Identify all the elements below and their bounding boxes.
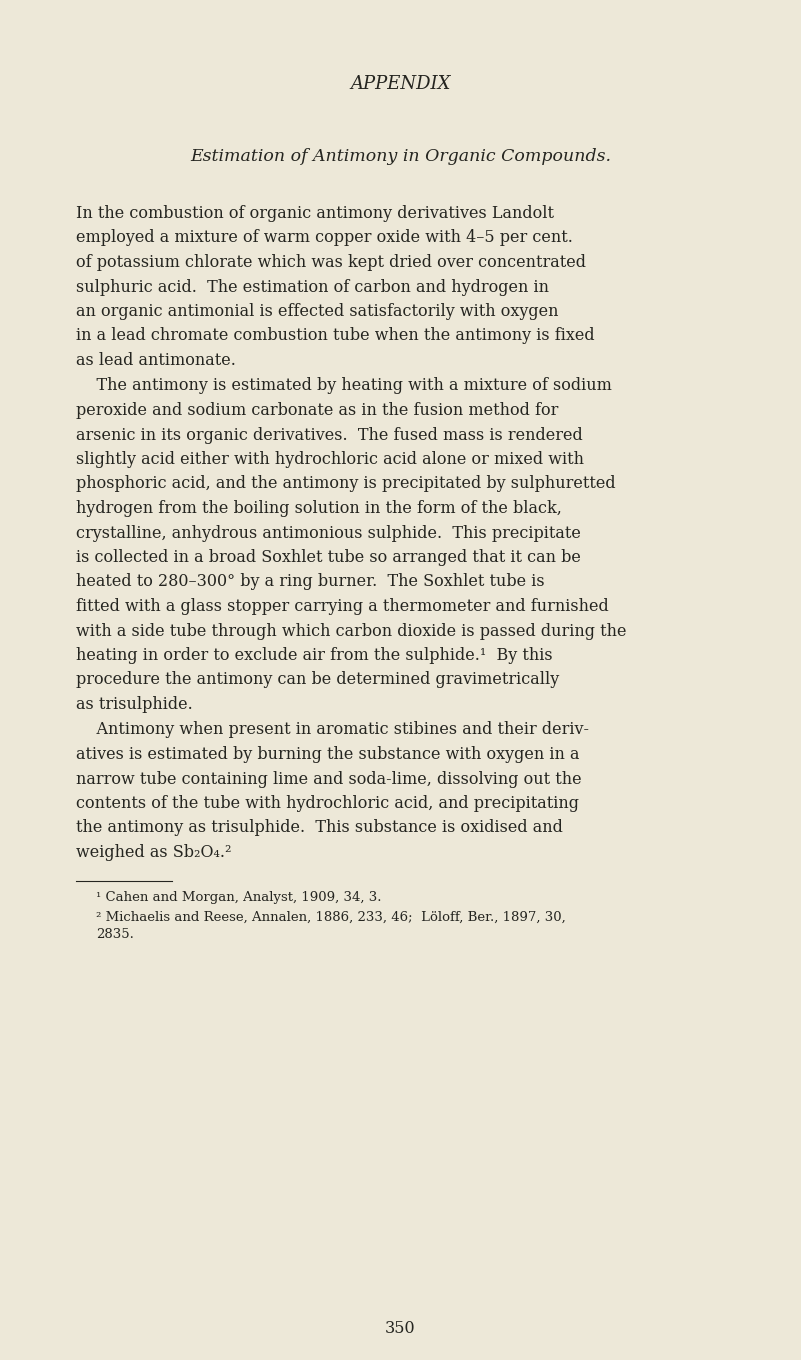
Text: 350: 350 [385, 1321, 416, 1337]
Text: weighed as Sb₂O₄.²: weighed as Sb₂O₄.² [76, 845, 231, 861]
Text: In the combustion of organic antimony derivatives Landolt: In the combustion of organic antimony de… [76, 205, 554, 222]
Text: heating in order to exclude air from the sulphide.¹  By this: heating in order to exclude air from the… [76, 647, 553, 664]
Text: as lead antimonate.: as lead antimonate. [76, 352, 236, 369]
Text: crystalline, anhydrous antimonious sulphide.  This precipitate: crystalline, anhydrous antimonious sulph… [76, 525, 581, 541]
Text: narrow tube containing lime and soda-lime, dissolving out the: narrow tube containing lime and soda-lim… [76, 771, 582, 787]
Text: ¹ Cahen and Morgan, Analyst, 1909, 34, 3.: ¹ Cahen and Morgan, Analyst, 1909, 34, 3… [96, 891, 381, 903]
Text: Antimony when present in aromatic stibines and their deriv-: Antimony when present in aromatic stibin… [76, 722, 589, 738]
Text: procedure the antimony can be determined gravimetrically: procedure the antimony can be determined… [76, 672, 559, 688]
Text: of potassium chlorate which was kept dried over concentrated: of potassium chlorate which was kept dri… [76, 254, 586, 271]
Text: sulphuric acid.  The estimation of carbon and hydrogen in: sulphuric acid. The estimation of carbon… [76, 279, 549, 295]
Text: is collected in a broad Soxhlet tube so arranged that it can be: is collected in a broad Soxhlet tube so … [76, 549, 581, 566]
Text: peroxide and sodium carbonate as in the fusion method for: peroxide and sodium carbonate as in the … [76, 403, 558, 419]
Text: APPENDIX: APPENDIX [350, 75, 451, 92]
Text: in a lead chromate combustion tube when the antimony is fixed: in a lead chromate combustion tube when … [76, 328, 594, 344]
Text: slightly acid either with hydrochloric acid alone or mixed with: slightly acid either with hydrochloric a… [76, 452, 584, 468]
Text: contents of the tube with hydrochloric acid, and precipitating: contents of the tube with hydrochloric a… [76, 796, 579, 812]
Text: an organic antimonial is effected satisfactorily with oxygen: an organic antimonial is effected satisf… [76, 303, 558, 320]
Text: fitted with a glass stopper carrying a thermometer and furnished: fitted with a glass stopper carrying a t… [76, 598, 609, 615]
Text: heated to 280–300° by a ring burner.  The Soxhlet tube is: heated to 280–300° by a ring burner. The… [76, 574, 545, 590]
Text: atives is estimated by burning the substance with oxygen in a: atives is estimated by burning the subst… [76, 747, 580, 763]
Text: hydrogen from the boiling solution in the form of the black,: hydrogen from the boiling solution in th… [76, 500, 562, 517]
Text: Estimation of Antimony in Organic Compounds.: Estimation of Antimony in Organic Compou… [190, 148, 611, 165]
Text: The antimony is estimated by heating with a mixture of sodium: The antimony is estimated by heating wit… [76, 378, 612, 394]
Text: arsenic in its organic derivatives.  The fused mass is rendered: arsenic in its organic derivatives. The … [76, 427, 583, 443]
Text: the antimony as trisulphide.  This substance is oxidised and: the antimony as trisulphide. This substa… [76, 820, 563, 836]
Text: with a side tube through which carbon dioxide is passed during the: with a side tube through which carbon di… [76, 623, 626, 639]
Text: ² Michaelis and Reese, Annalen, 1886, 233, 46;  Löloff, Ber., 1897, 30,: ² Michaelis and Reese, Annalen, 1886, 23… [96, 910, 566, 923]
Text: 2835.: 2835. [96, 929, 134, 941]
Text: as trisulphide.: as trisulphide. [76, 696, 193, 713]
Text: phosphoric acid, and the antimony is precipitated by sulphuretted: phosphoric acid, and the antimony is pre… [76, 476, 616, 492]
Text: employed a mixture of warm copper oxide with 4–5 per cent.: employed a mixture of warm copper oxide … [76, 230, 573, 246]
